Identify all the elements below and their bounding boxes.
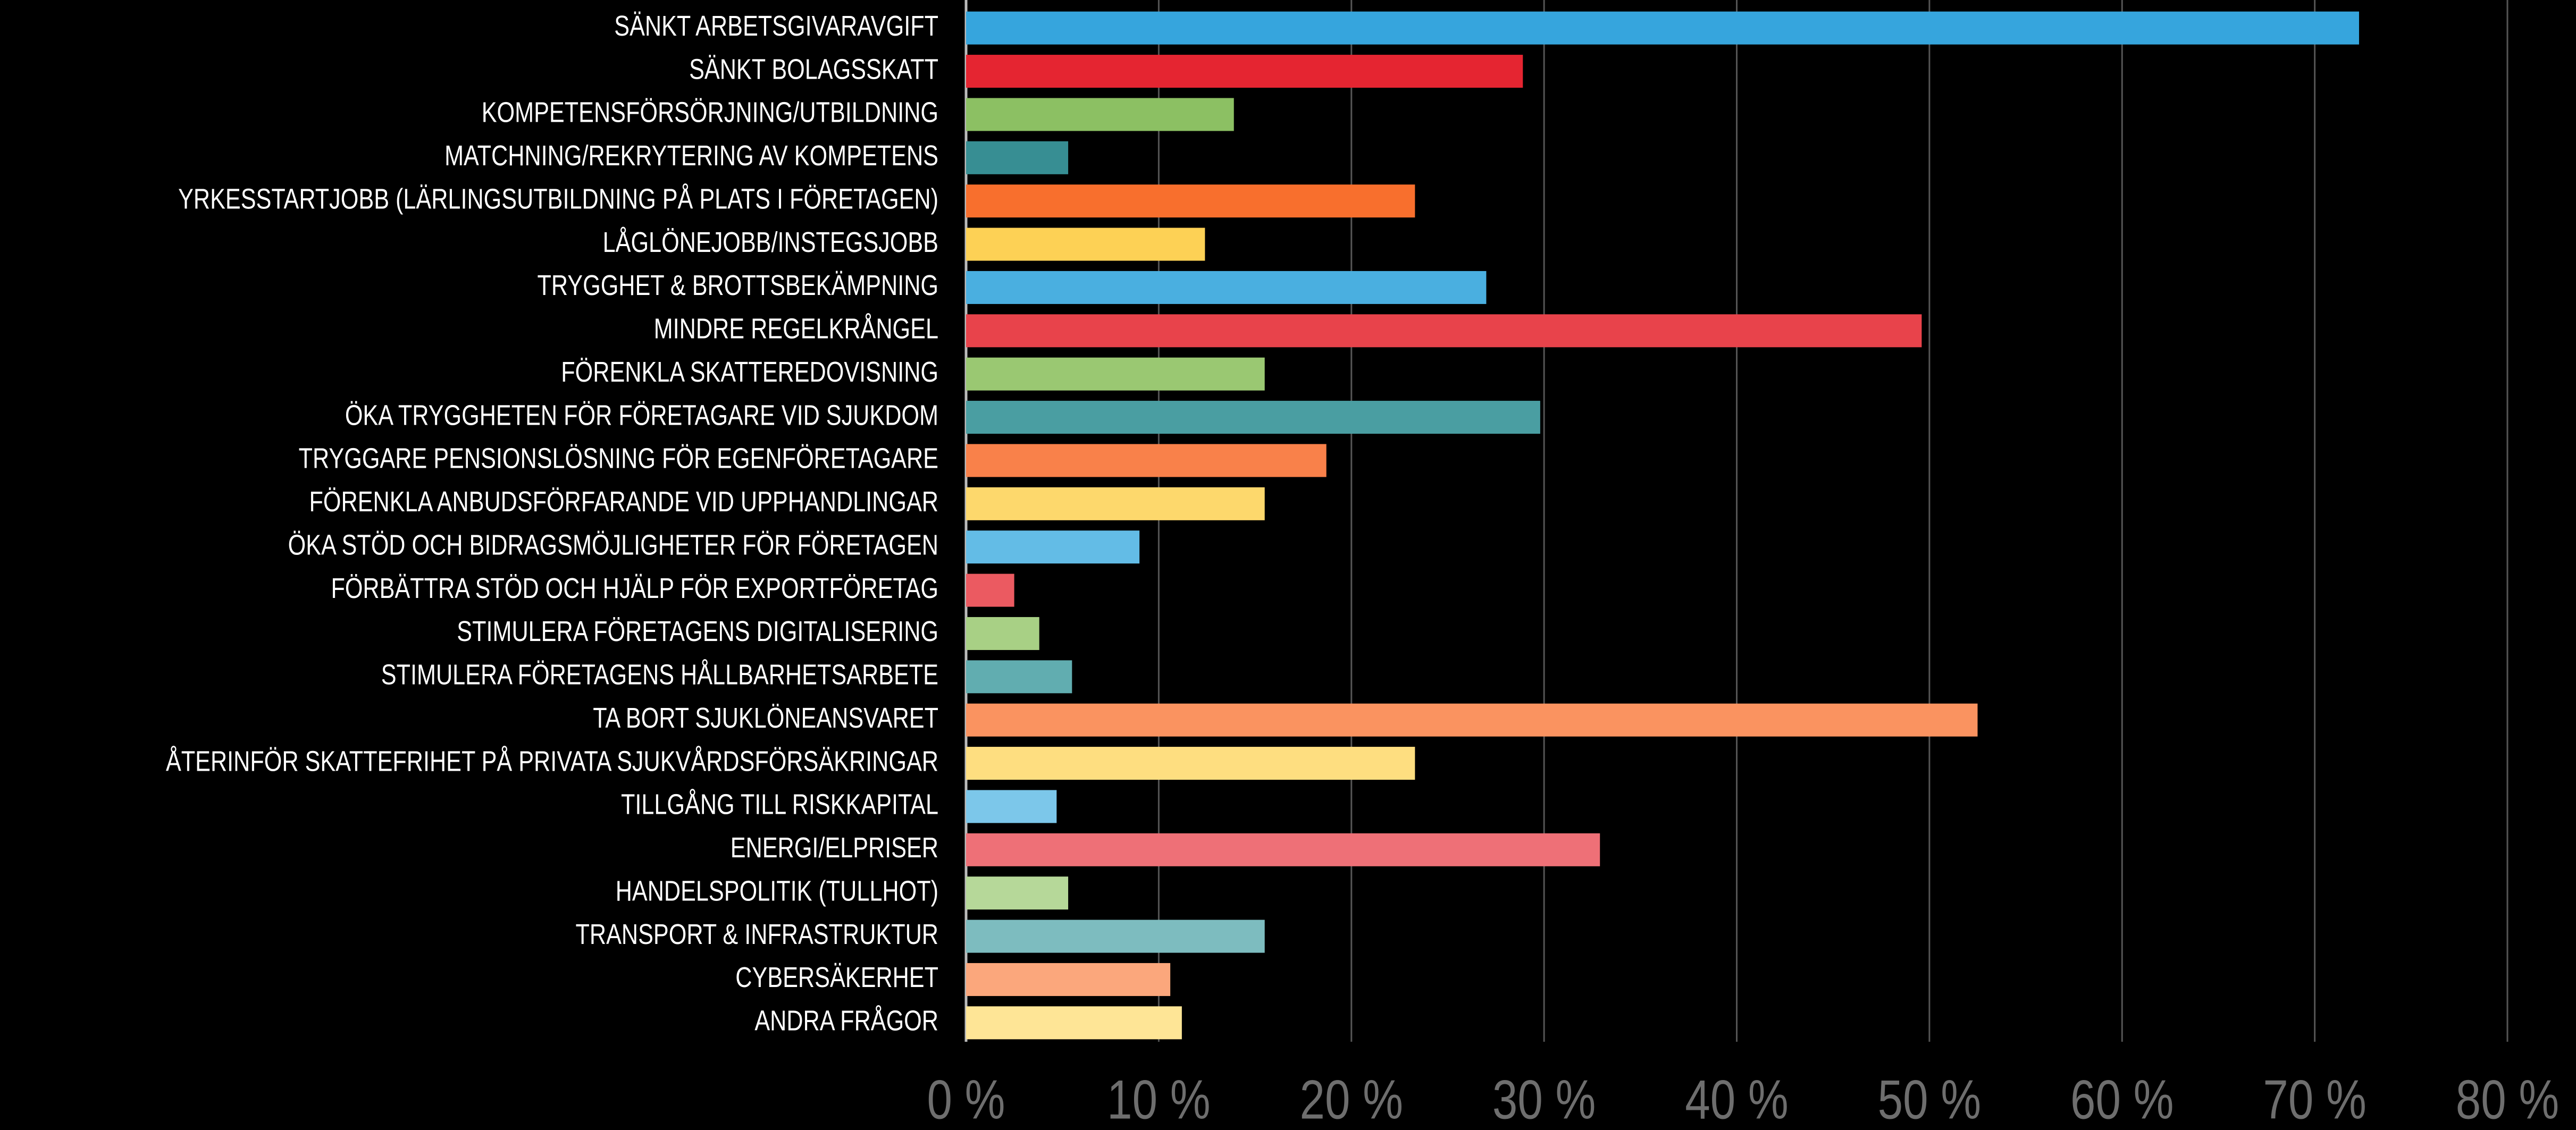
x-tick-label: 40 %: [1685, 1069, 1788, 1130]
y-tick-label: TRANSPORT & INFRASTRUKTUR: [576, 918, 938, 950]
bar: [966, 141, 1069, 174]
bar: [966, 963, 1171, 996]
y-tick-label: TILLGÅNG TILL RISKKAPITAL: [621, 789, 938, 821]
x-tick-label: 30 %: [1492, 1069, 1596, 1130]
y-tick-label: ÖKA STÖD OCH BIDRAGSMÖJLIGHETER FÖR FÖRE…: [288, 529, 938, 561]
x-tick-label: 50 %: [1878, 1069, 1981, 1130]
bar: [966, 271, 1487, 304]
bar: [966, 876, 1069, 910]
y-tick-label: SÄNKT ARBETSGIVARAVGIFT: [614, 10, 938, 42]
y-tick-label: FÖRBÄTTRA STÖD OCH HJÄLP FÖR EXPORTFÖRET…: [331, 572, 938, 604]
y-tick-label: ANDRA FRÅGOR: [754, 1005, 938, 1037]
y-tick-label: STIMULERA FÖRETAGENS HÅLLBARHETSARBETE: [381, 659, 938, 691]
x-tick-label: 60 %: [2070, 1069, 2174, 1130]
bar: [966, 1006, 1182, 1040]
y-tick-label: ÅTERINFÖR SKATTEFRIHET PÅ PRIVATA SJUKVÅ…: [166, 745, 938, 777]
y-tick-label: KOMPETENSFÖRSÖRJNING/UTBILDNING: [482, 97, 938, 129]
bar: [966, 920, 1265, 953]
bar: [966, 660, 1072, 694]
y-tick-label: STIMULERA FÖRETAGENS DIGITALISERING: [457, 615, 938, 647]
x-tick-label: 0 %: [927, 1069, 1005, 1130]
bar: [966, 833, 1600, 866]
y-tick-label: FÖRENKLA ANBUDSFÖRFARANDE VID UPPHANDLIN…: [309, 486, 938, 518]
y-tick-label: FÖRENKLA SKATTEREDOVISNING: [561, 356, 938, 388]
x-tick-label: 10 %: [1107, 1069, 1210, 1130]
bar: [966, 314, 1922, 348]
bar: [966, 11, 2359, 45]
bar: [966, 401, 1540, 434]
bar: [966, 444, 1327, 477]
y-tick-label: YRKESSTARTJOBB (LÄRLINGSUTBILDNING PÅ PL…: [178, 183, 938, 215]
bar: [966, 530, 1140, 564]
bar: [966, 227, 1205, 261]
bar: [966, 747, 1415, 780]
bar: [966, 98, 1234, 131]
y-tick-label: CYBERSÄKERHET: [735, 962, 938, 993]
bar: [966, 487, 1265, 520]
bar: [966, 790, 1057, 823]
y-tick-label: ENERGI/ELPRISER: [731, 832, 938, 864]
y-tick-label: HANDELSPOLITIK (TULLHOT): [616, 875, 938, 907]
bar: [966, 55, 1523, 88]
x-tick-label: 70 %: [2263, 1069, 2366, 1130]
y-tick-label: SÄNKT BOLAGSSKATT: [689, 53, 938, 85]
bar: [966, 357, 1265, 391]
y-tick-label: LÅGLÖNEJOBB/INSTEGSJOBB: [603, 226, 938, 258]
bar: [966, 617, 1039, 650]
bar: [966, 574, 1014, 607]
y-tick-label: TRYGGHET & BROTTSBEKÄMPNING: [537, 269, 938, 301]
x-tick-label: 80 %: [2456, 1069, 2559, 1130]
y-tick-label: TRYGGARE PENSIONSLÖSNING FÖR EGENFÖRETAG…: [299, 443, 938, 475]
x-tick-label: 20 %: [1300, 1069, 1403, 1130]
y-tick-label: ÖKA TRYGGHETEN FÖR FÖRETAGARE VID SJUKDO…: [345, 399, 938, 431]
y-tick-label: MATCHNING/REKRYTERING AV KOMPETENS: [444, 140, 938, 172]
y-tick-label: TA BORT SJUKLÖNEANSVARET: [593, 702, 938, 734]
y-tick-label: MINDRE REGELKRÅNGEL: [654, 313, 938, 345]
bar: [966, 184, 1415, 218]
bar: [966, 703, 1978, 737]
